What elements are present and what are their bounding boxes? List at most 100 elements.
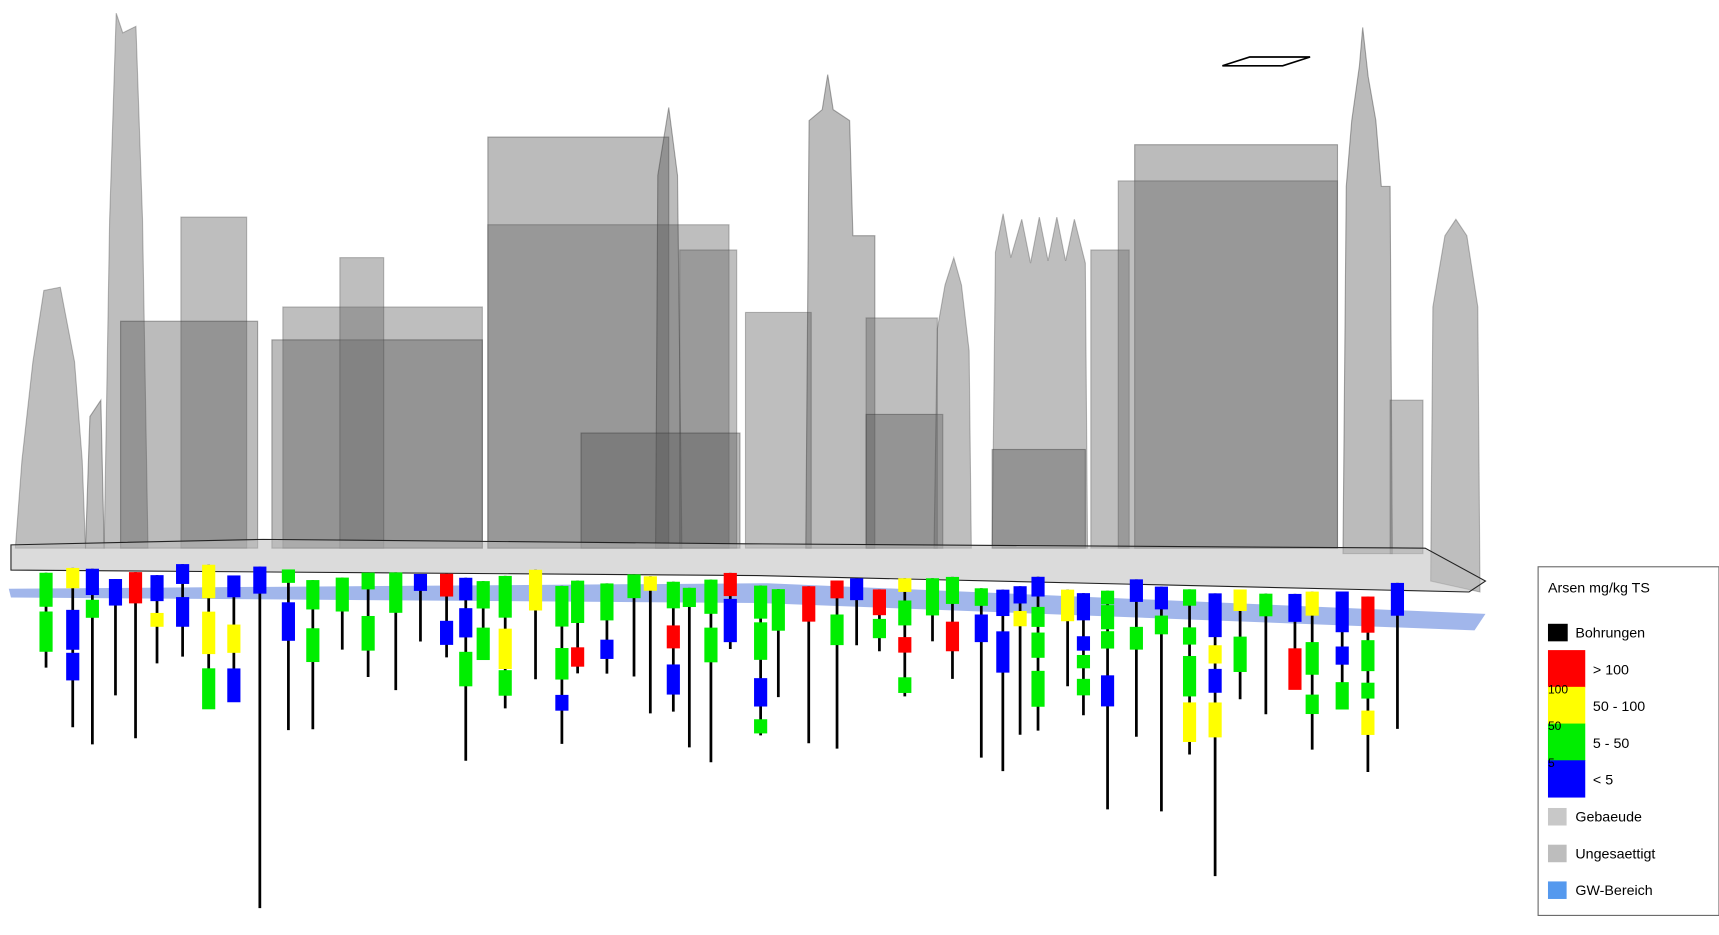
borehole-sample <box>440 574 453 597</box>
borehole-sample <box>459 578 472 601</box>
borehole-sample <box>946 622 959 652</box>
borehole-sample <box>282 602 295 641</box>
borehole-sample <box>946 577 959 604</box>
borehole-sample <box>1031 577 1044 597</box>
borehole-sample <box>1288 594 1301 622</box>
building-tower <box>1343 27 1392 553</box>
borehole-sample <box>39 573 52 607</box>
legend-label: GW-Bereich <box>1575 883 1652 899</box>
borehole-sample <box>996 631 1009 672</box>
borehole-sample <box>898 578 911 592</box>
borehole-sample <box>683 588 696 607</box>
borehole-sample <box>529 570 542 611</box>
borehole-sample <box>1209 669 1222 693</box>
borehole-sample <box>1014 611 1027 626</box>
building <box>866 414 943 548</box>
borehole-sample <box>926 578 939 615</box>
building <box>1390 400 1423 553</box>
borehole-sample <box>1183 656 1196 696</box>
borehole-sample <box>873 589 886 615</box>
borehole-sample <box>667 625 680 648</box>
borehole-sample <box>1014 586 1027 603</box>
borehole-sample <box>1077 679 1090 696</box>
borehole-sample <box>802 586 815 621</box>
borehole-sample <box>600 583 613 620</box>
borehole-sample <box>975 588 988 606</box>
borehole-sample <box>414 574 427 591</box>
borehole-sample <box>109 579 122 606</box>
borehole-sample <box>477 628 490 660</box>
borehole-sample <box>555 586 568 627</box>
building-spire <box>934 258 971 549</box>
legend-label: 50 - 100 <box>1593 699 1645 715</box>
borehole-sample <box>129 572 142 603</box>
borehole-sample <box>227 575 240 597</box>
borehole-sample <box>1336 591 1349 632</box>
building <box>121 321 258 548</box>
borehole-sample <box>1209 593 1222 637</box>
borehole-sample <box>1234 637 1247 672</box>
legend-layers: GebaeudeUngesaettigtGW-Bereich <box>1548 808 1655 899</box>
borehole-sample <box>440 621 453 645</box>
borehole-sample <box>306 580 319 609</box>
borehole-sample <box>1031 607 1044 627</box>
legend-swatch <box>1548 845 1567 863</box>
borehole-sample <box>1336 682 1349 709</box>
borehole-sample <box>1183 627 1196 644</box>
borehole-sample <box>39 612 52 652</box>
borehole-sample <box>1183 589 1196 605</box>
borehole-sample <box>176 564 189 584</box>
borehole-sample <box>1031 633 1044 658</box>
borehole-sample <box>571 647 584 666</box>
legend-label: > 100 <box>1593 662 1629 678</box>
buildings <box>15 13 1480 592</box>
scene: Arsen mg/kg TS Bohrungen > 10050 - 1005 … <box>0 0 1719 935</box>
borehole-sample <box>644 576 657 590</box>
borehole-sample <box>772 589 785 631</box>
legend-title: Arsen mg/kg TS <box>1548 580 1650 596</box>
borehole-sample <box>227 668 240 702</box>
borehole-sample <box>667 582 680 609</box>
borehole-sample <box>830 615 843 646</box>
borehole-sample <box>86 569 99 595</box>
legend-bound: 5 <box>1548 756 1555 770</box>
borehole-sample <box>336 578 349 612</box>
borehole-sample <box>1234 589 1247 610</box>
legend-label: Bohrungen <box>1575 625 1645 641</box>
borehole-sample <box>1209 645 1222 663</box>
borehole-sample <box>754 622 767 660</box>
borehole-sample <box>1155 616 1168 635</box>
borehole-sample <box>975 614 988 642</box>
borehole-sample <box>555 695 568 711</box>
borehole-sample <box>1288 648 1301 690</box>
borehole-sample <box>1306 592 1319 616</box>
borehole-sample <box>1101 675 1114 706</box>
building <box>1118 181 1337 548</box>
borehole-sample <box>754 678 767 706</box>
borehole-sample <box>1130 627 1143 650</box>
borehole-sample <box>459 608 472 637</box>
borehole-sample <box>898 637 911 653</box>
borehole-sample <box>86 600 99 618</box>
borehole-sample <box>1130 579 1143 602</box>
borehole-sample <box>1077 593 1090 620</box>
borehole-sample <box>282 569 295 582</box>
borehole-sample <box>627 574 640 598</box>
borehole-sample <box>66 568 79 588</box>
building <box>86 400 105 548</box>
borehole-sample <box>600 640 613 659</box>
borehole-sample <box>459 652 472 686</box>
borehole-sample <box>362 616 375 651</box>
borehole-sample <box>1306 642 1319 675</box>
borehole-sample <box>898 601 911 626</box>
borehole-sample <box>227 625 240 653</box>
legend-label: < 5 <box>1593 773 1613 789</box>
borehole-sample <box>150 575 163 601</box>
borehole-sample <box>704 628 717 663</box>
borehole-sample <box>499 576 512 618</box>
borehole-sample <box>830 581 843 599</box>
borehole-sample <box>499 670 512 696</box>
borehole-sample <box>66 653 79 681</box>
borehole-sample <box>1306 695 1319 714</box>
legend-label: Gebaeude <box>1575 810 1642 826</box>
